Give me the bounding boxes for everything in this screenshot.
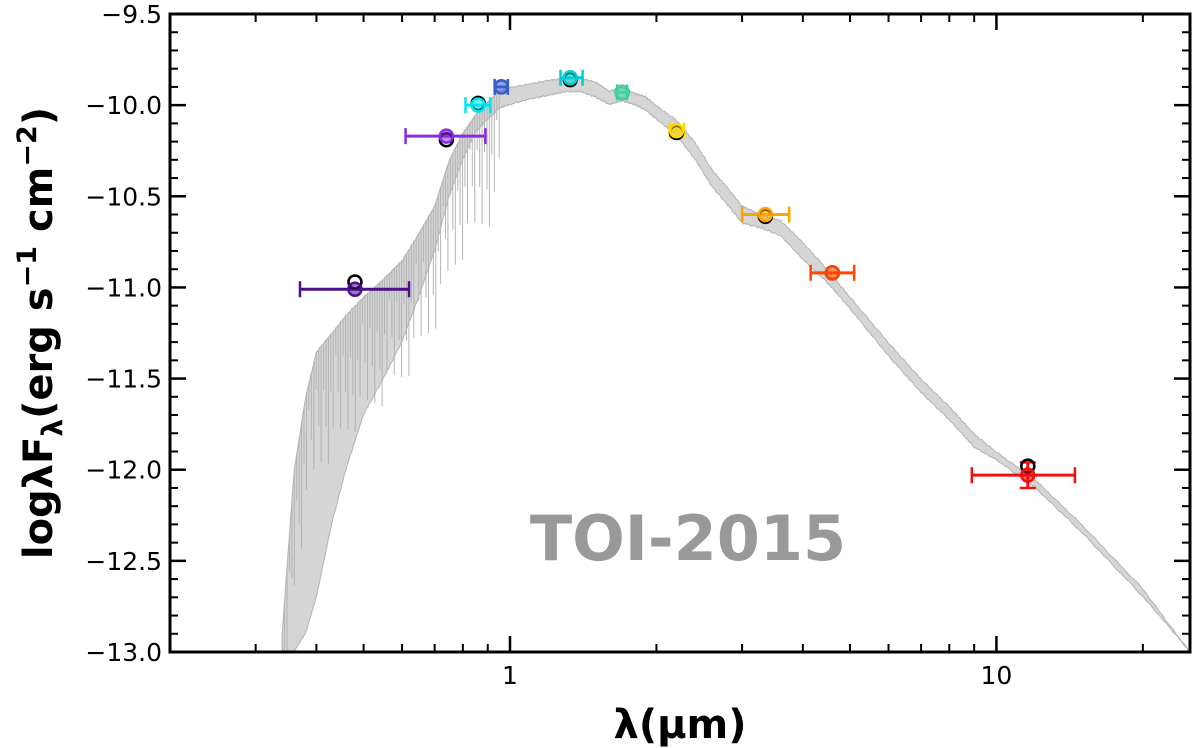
- model-absorption-lines: [281, 90, 500, 652]
- y-tick-label: −10.5: [85, 182, 162, 211]
- observed-flux-marker: [757, 206, 774, 223]
- y-tick-label: −9.5: [101, 0, 162, 29]
- observed-flux-marker: [438, 128, 455, 144]
- photometry-point-1: [298, 274, 411, 298]
- x-tick-label: 1: [502, 661, 518, 690]
- y-tick-label: −12.0: [85, 456, 162, 485]
- observed-flux-marker: [470, 97, 486, 113]
- photometry-points: [298, 69, 1077, 490]
- observed-flux-marker: [824, 265, 841, 281]
- observed-flux-marker: [668, 122, 685, 139]
- photometry-point-5: [559, 69, 584, 88]
- y-tick-label: −12.5: [85, 547, 162, 576]
- plot-frame: [168, 12, 1192, 654]
- photometry-point-3: [464, 95, 492, 114]
- x-axis-label: λ(μm): [614, 702, 747, 748]
- observed-flux-marker: [493, 79, 510, 95]
- photometry-point-2: [404, 128, 487, 148]
- observed-flux-marker: [1020, 467, 1036, 483]
- y-tick-label: −11.5: [85, 365, 162, 394]
- observed-flux-marker: [562, 70, 578, 86]
- star-name-annotation: TOI-2015: [530, 502, 846, 575]
- y-tick-label: −13.0: [85, 638, 162, 667]
- axis-ticks: −13.0 −12.5 −12.0 −11.5 −11.0 −10.5 −10.0 −9.5 1…: [85, 0, 1190, 690]
- y-tick-label: −10.0: [85, 91, 162, 120]
- photometry-point-8: [740, 206, 791, 225]
- photometry-point-10: [970, 458, 1077, 490]
- photometry-point-7: [668, 122, 686, 141]
- photometry-point-9: [809, 264, 856, 281]
- observed-flux-marker: [347, 281, 363, 298]
- photometry-point-6: [614, 84, 630, 101]
- photometry-point-4: [493, 78, 510, 95]
- observed-flux-marker: [614, 84, 630, 101]
- y-axis-label: logλFλ(erg s−1 cm−2): [12, 107, 69, 559]
- x-tick-label: 10: [981, 661, 1013, 690]
- y-tick-label: −11.0: [85, 273, 162, 302]
